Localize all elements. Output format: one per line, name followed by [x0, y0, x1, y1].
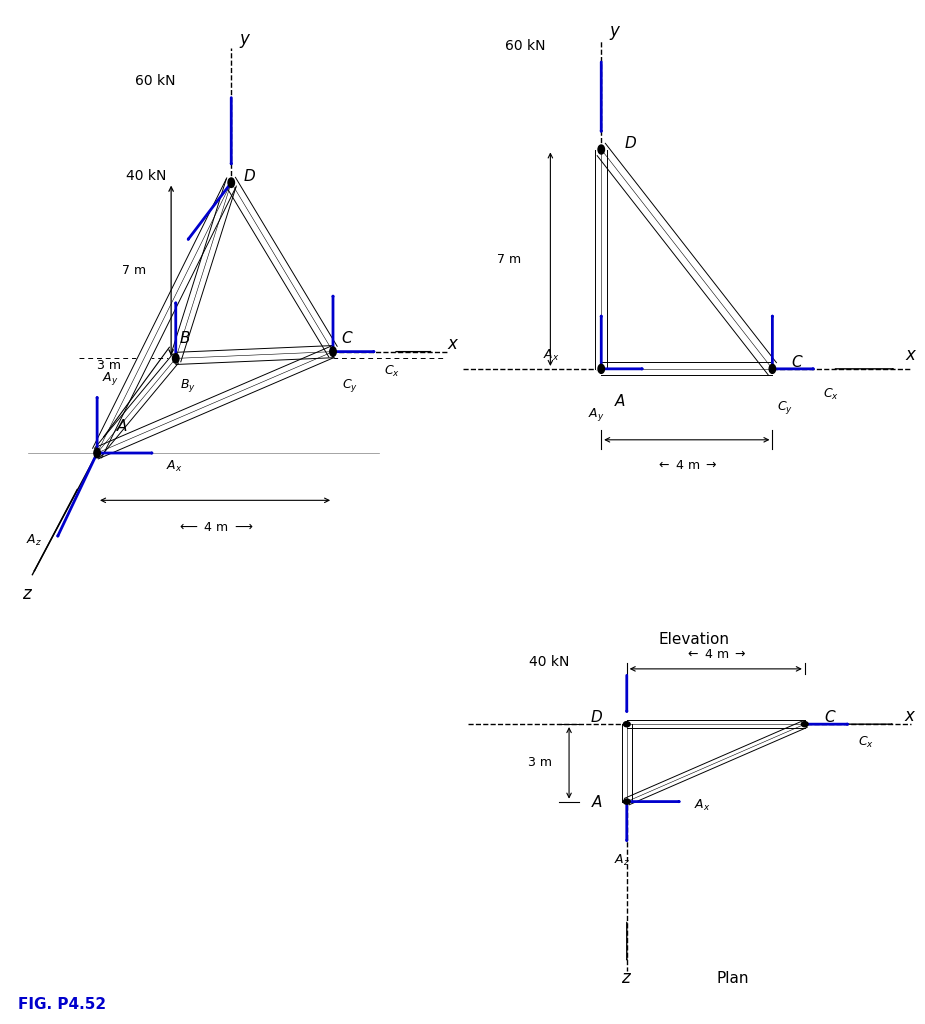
Text: 60 kN: 60 kN: [135, 75, 176, 88]
Circle shape: [94, 449, 100, 458]
Text: $x$: $x$: [905, 347, 918, 365]
Text: $A_y$: $A_y$: [588, 406, 605, 423]
Text: $z$: $z$: [622, 970, 633, 987]
Polygon shape: [96, 346, 334, 459]
Text: $C_x$: $C_x$: [823, 387, 839, 402]
Circle shape: [228, 178, 235, 187]
Text: $B$: $B$: [179, 330, 191, 346]
Text: 3 m: 3 m: [97, 358, 120, 372]
Text: $z$: $z$: [22, 587, 33, 603]
Text: 40 kN: 40 kN: [126, 169, 166, 183]
Circle shape: [801, 722, 808, 727]
Text: Plan: Plan: [716, 971, 749, 986]
Polygon shape: [92, 178, 236, 458]
Polygon shape: [94, 353, 179, 458]
Text: $C_y$: $C_y$: [777, 399, 793, 416]
Text: 40 kN: 40 kN: [529, 654, 569, 669]
Text: $\leftarrow$ 4 m $\rightarrow$: $\leftarrow$ 4 m $\rightarrow$: [684, 647, 746, 660]
Text: $C_y$: $C_y$: [342, 377, 358, 394]
Polygon shape: [171, 179, 236, 361]
Text: $D$: $D$: [624, 135, 637, 152]
Text: $x$: $x$: [447, 336, 460, 353]
Circle shape: [329, 347, 337, 356]
Text: 7 m: 7 m: [122, 264, 146, 278]
Text: $A_z$: $A_z$: [26, 534, 42, 549]
Polygon shape: [227, 177, 338, 357]
Polygon shape: [176, 345, 333, 365]
Text: $D$: $D$: [243, 168, 256, 184]
Text: $A$: $A$: [116, 418, 128, 434]
Text: $A_x$: $A_x$: [694, 798, 710, 813]
Text: $C_x$: $C_x$: [384, 365, 400, 380]
Text: $y$: $y$: [239, 32, 252, 50]
Text: $C$: $C$: [340, 330, 353, 346]
Circle shape: [172, 353, 179, 364]
Text: $x$: $x$: [905, 709, 917, 725]
Circle shape: [598, 145, 605, 154]
Text: 60 kN: 60 kN: [505, 39, 546, 53]
Text: $\leftarrow$ 4 m $\rightarrow$: $\leftarrow$ 4 m $\rightarrow$: [656, 459, 718, 472]
Circle shape: [769, 365, 775, 374]
Text: $A_x$: $A_x$: [543, 348, 560, 364]
Text: $A$: $A$: [590, 794, 603, 810]
Text: $C$: $C$: [824, 709, 836, 725]
Circle shape: [598, 365, 605, 374]
Text: $y$: $y$: [609, 25, 622, 42]
Circle shape: [623, 799, 630, 804]
Polygon shape: [598, 143, 776, 375]
Text: 3 m: 3 m: [528, 757, 552, 769]
Text: $D$: $D$: [590, 709, 603, 725]
Text: $B_y$: $B_y$: [180, 377, 196, 394]
Polygon shape: [596, 150, 608, 369]
Text: $C_x$: $C_x$: [857, 735, 873, 751]
Text: $A$: $A$: [613, 393, 626, 410]
Text: Elevation: Elevation: [659, 632, 729, 647]
Polygon shape: [622, 724, 632, 802]
Circle shape: [623, 722, 630, 727]
Text: $A_x$: $A_x$: [166, 459, 183, 474]
Polygon shape: [627, 721, 805, 728]
Text: $A_y$: $A_y$: [102, 370, 118, 387]
Text: 7 m: 7 m: [497, 253, 521, 265]
Polygon shape: [601, 362, 772, 376]
Text: $A_z$: $A_z$: [614, 853, 630, 868]
Text: FIG. P4.52: FIG. P4.52: [18, 996, 106, 1012]
Text: $C$: $C$: [791, 354, 804, 371]
Text: $\longleftarrow$ 4 m $\longrightarrow$: $\longleftarrow$ 4 m $\longrightarrow$: [177, 521, 253, 534]
Polygon shape: [624, 721, 808, 805]
